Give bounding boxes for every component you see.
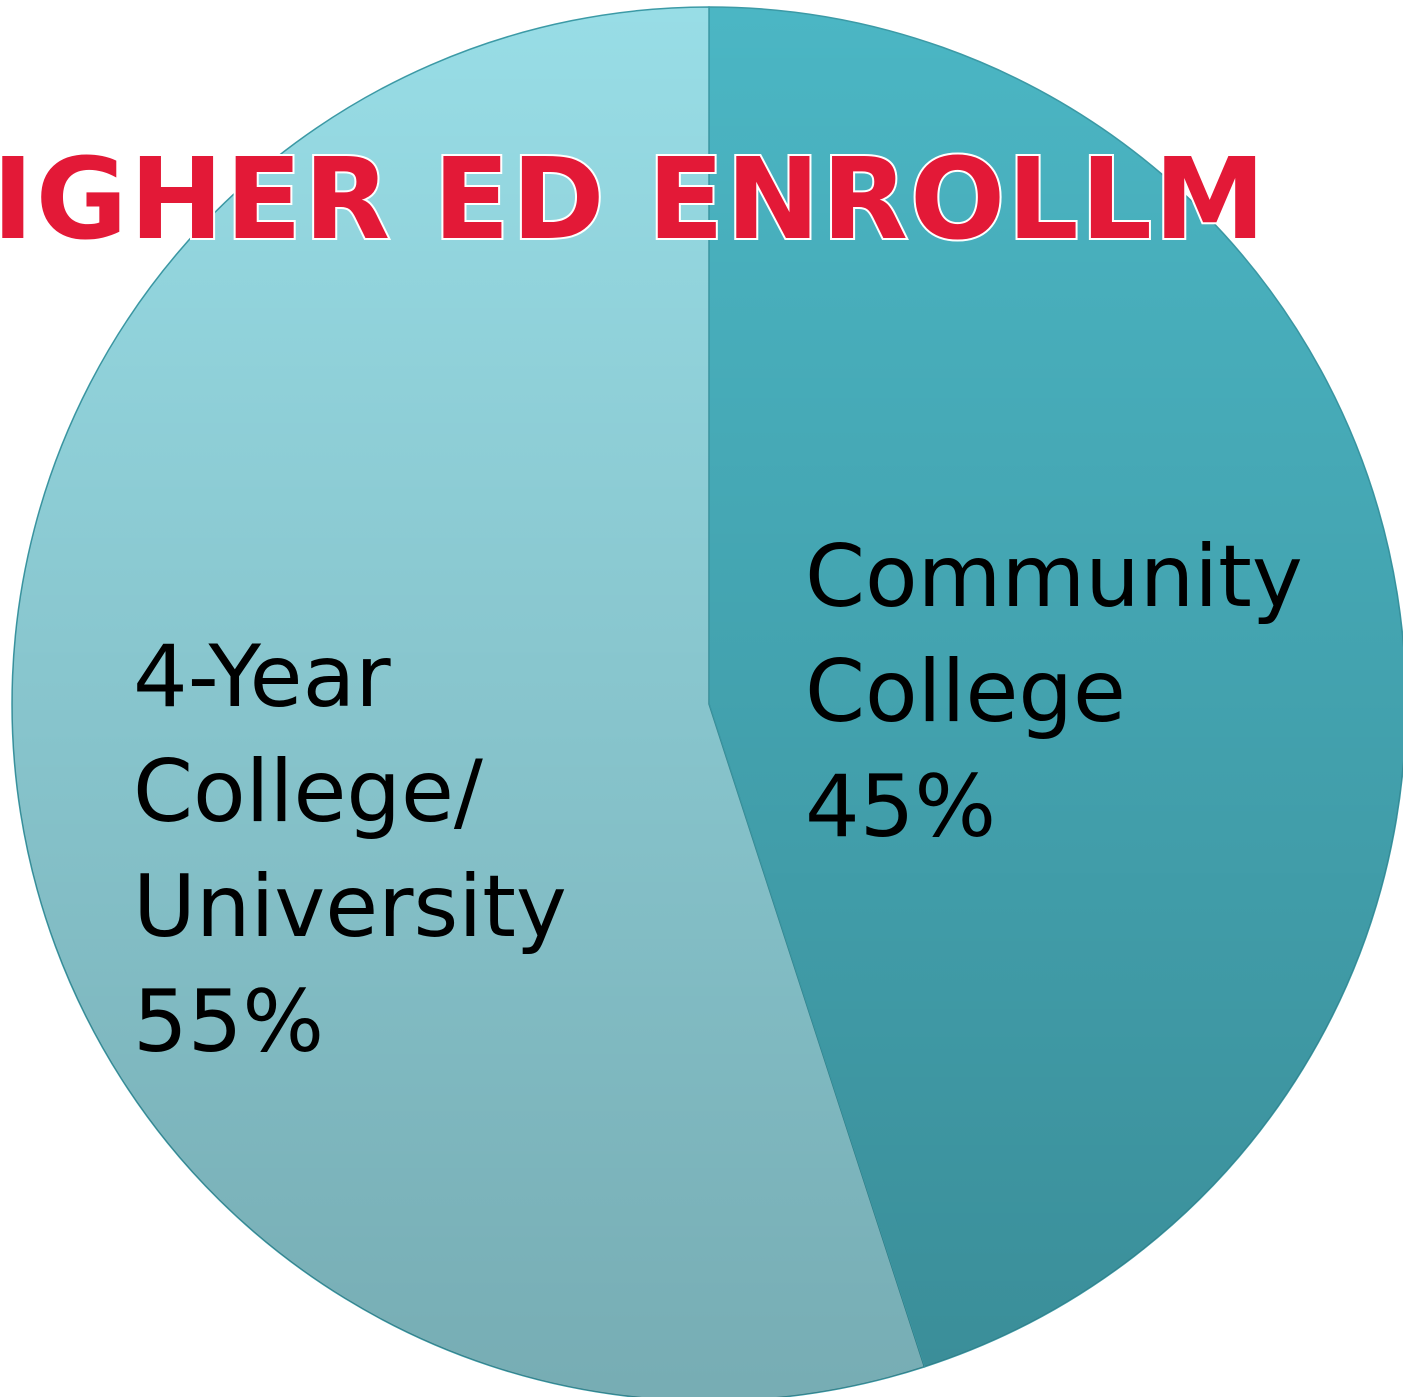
pie [11,6,1403,1397]
value-label: 55% [133,972,325,1072]
slice-label: Community College 45% [805,520,1365,865]
chart-title: IGHER ED ENROLLM [0,135,1267,265]
value-label: 45% [805,757,997,857]
category-label: 4-Year College/ University [133,627,567,957]
category-label: Community College [805,527,1303,742]
slice-label: 4-Year College/ University 55% [133,620,613,1080]
slice-shade [12,7,925,1397]
slice-shade [709,7,1403,1367]
